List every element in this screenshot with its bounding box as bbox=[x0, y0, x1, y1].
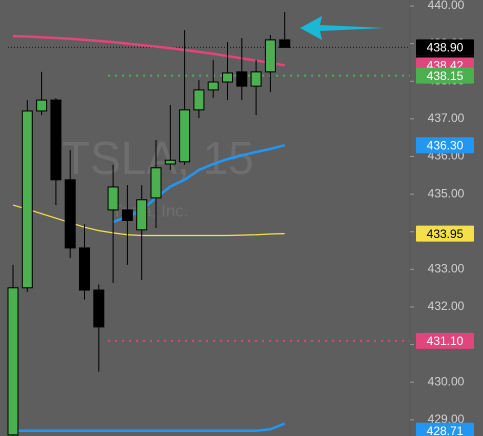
candle-body bbox=[64, 179, 76, 249]
candle-body bbox=[107, 186, 119, 211]
y-tick-label: 435.00 bbox=[428, 186, 465, 200]
candle-body bbox=[7, 287, 19, 436]
candle-body bbox=[164, 159, 176, 165]
candle-body bbox=[236, 71, 248, 87]
price-label: 438.15 bbox=[427, 69, 464, 83]
y-tick-label: 430.00 bbox=[428, 374, 465, 388]
moving-average bbox=[12, 204, 285, 237]
candle-body bbox=[279, 39, 291, 48]
y-tick-label: 429.00 bbox=[428, 412, 465, 426]
candle-body bbox=[193, 89, 205, 111]
price-label-box bbox=[416, 225, 474, 242]
candle-body bbox=[179, 109, 191, 163]
candle-body bbox=[264, 39, 276, 73]
price-label-box bbox=[416, 67, 474, 84]
price-label: 438.90 bbox=[427, 41, 464, 55]
price-label-box bbox=[416, 422, 474, 436]
y-tick-label: 437.00 bbox=[428, 111, 465, 125]
moving-average bbox=[12, 34, 285, 67]
candle-body bbox=[207, 81, 219, 91]
moving-average bbox=[13, 422, 286, 432]
price-label: 431.10 bbox=[427, 334, 464, 348]
candle-body bbox=[222, 72, 233, 83]
y-tick-label: 440.00 bbox=[428, 0, 465, 12]
price-label-box bbox=[416, 137, 474, 154]
candle-body bbox=[250, 71, 262, 87]
price-label-box bbox=[416, 332, 474, 349]
price-label: 436.30 bbox=[427, 138, 464, 152]
y-tick-label: 432.00 bbox=[428, 299, 465, 313]
candle-body bbox=[36, 99, 48, 112]
price-label: 433.95 bbox=[427, 227, 464, 241]
price-label-box bbox=[416, 39, 474, 56]
candle-body bbox=[121, 209, 133, 221]
arrow bbox=[300, 16, 385, 40]
candle-body bbox=[93, 289, 105, 328]
price-label: 428.71 bbox=[427, 424, 464, 436]
candle-body bbox=[79, 247, 90, 291]
candle-body bbox=[21, 110, 33, 289]
y-tick-label: 433.00 bbox=[428, 262, 465, 276]
candle-body bbox=[50, 99, 62, 181]
candle-body bbox=[136, 199, 148, 231]
candle-body bbox=[150, 167, 162, 199]
